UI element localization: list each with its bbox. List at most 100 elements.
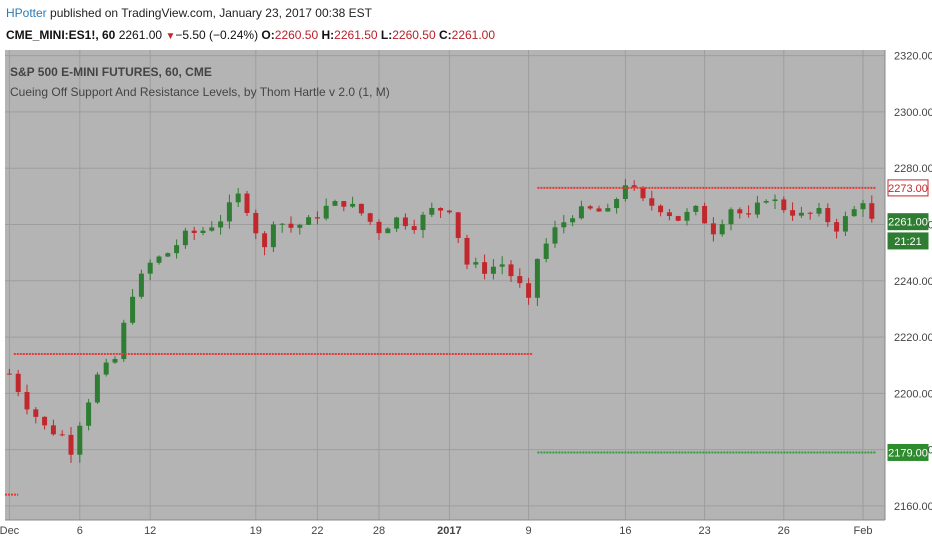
candle-body bbox=[869, 203, 875, 219]
level-lines bbox=[5, 186, 877, 496]
candle-body bbox=[570, 218, 576, 223]
candle-body bbox=[622, 185, 628, 200]
candle-body bbox=[587, 206, 593, 209]
candle-body bbox=[182, 230, 188, 246]
y-tick-label: 2280.00 bbox=[894, 163, 932, 175]
candle-body bbox=[719, 224, 725, 235]
candle-body bbox=[218, 221, 224, 228]
candle-body bbox=[781, 199, 787, 211]
x-tick-label: 12 bbox=[144, 525, 156, 537]
candle-body bbox=[596, 208, 602, 212]
candle-body bbox=[244, 193, 250, 213]
candle-body bbox=[499, 264, 505, 267]
close-value: 2261.00 bbox=[451, 28, 496, 42]
candle-body bbox=[543, 243, 549, 259]
time-axis[interactable]: Dec 6 12 19 22 28 2017 9 16 23 26 Feb bbox=[0, 519, 885, 537]
candle-body bbox=[411, 226, 417, 231]
candle-body bbox=[270, 224, 276, 248]
candle-body bbox=[473, 262, 479, 265]
author-link[interactable]: HPotter bbox=[6, 6, 47, 20]
high-label: H: bbox=[321, 28, 335, 42]
candle-body bbox=[728, 209, 734, 225]
candle-body bbox=[323, 205, 329, 219]
candle-body bbox=[851, 209, 857, 217]
x-tick-label: 22 bbox=[311, 525, 323, 537]
candle-body bbox=[42, 416, 48, 426]
candle-body bbox=[288, 223, 294, 228]
candle-body bbox=[614, 199, 620, 209]
candle-body bbox=[438, 207, 444, 211]
candle-body bbox=[235, 193, 241, 203]
indicator-title: Cueing Off Support And Resistance Levels… bbox=[10, 85, 390, 99]
open-label: O: bbox=[261, 28, 275, 42]
candle-body bbox=[59, 434, 65, 436]
candle-body bbox=[420, 214, 426, 231]
x-tick-label: 6 bbox=[77, 525, 83, 537]
candle-body bbox=[825, 208, 831, 223]
candle-body bbox=[103, 362, 109, 375]
plot-area[interactable] bbox=[5, 50, 885, 520]
candle-body bbox=[710, 223, 716, 235]
open-value: 2260.50 bbox=[274, 28, 319, 42]
candle-body bbox=[526, 283, 532, 298]
x-tick-label: 9 bbox=[526, 525, 532, 537]
candle-body bbox=[798, 212, 804, 216]
price-label-text: 21:21 bbox=[894, 236, 922, 248]
grid-lines bbox=[5, 50, 885, 520]
candle-body bbox=[631, 185, 637, 188]
y-tick-label: 2200.00 bbox=[894, 388, 932, 400]
price-label-support: 2179.00 bbox=[887, 443, 929, 461]
candle-body bbox=[341, 201, 347, 207]
candle-body bbox=[807, 212, 813, 214]
publish-line: HPotter published on TradingView.com, Ja… bbox=[6, 6, 372, 20]
candle-body bbox=[402, 217, 408, 227]
x-tick-label: 28 bbox=[373, 525, 385, 537]
candle-body bbox=[112, 359, 118, 363]
x-tick-label: Dec bbox=[0, 525, 20, 537]
candle-body bbox=[394, 217, 400, 229]
candle-body bbox=[446, 210, 452, 213]
candle-body bbox=[517, 276, 523, 284]
candle-body bbox=[24, 392, 30, 410]
candle-body bbox=[684, 211, 690, 221]
x-tick-label: 26 bbox=[778, 525, 790, 537]
candle-body bbox=[754, 202, 760, 215]
candle-body bbox=[15, 373, 21, 393]
candle-body bbox=[561, 222, 567, 228]
ohlc-bar: CME_MINI:ES1!, 60 2261.00 ▼−5.50 (−0.24%… bbox=[6, 28, 495, 42]
candle-body bbox=[297, 224, 303, 228]
candle-body bbox=[702, 205, 708, 224]
price-label-text: 2179.00 bbox=[888, 447, 928, 459]
candle-body bbox=[279, 223, 285, 225]
chart-header: HPotter published on TradingView.com, Ja… bbox=[0, 0, 932, 48]
chart-title: S&P 500 E-MINI FUTURES, 60, CME bbox=[10, 65, 212, 79]
symbol-label[interactable]: CME_MINI:ES1!, 60 bbox=[6, 28, 116, 42]
candle-body bbox=[605, 208, 611, 212]
candle-body bbox=[165, 253, 171, 257]
candle-body bbox=[429, 207, 435, 215]
y-tick-label: 2160.00 bbox=[894, 501, 932, 513]
price-label-last: 21:21 bbox=[887, 232, 929, 250]
candle-body bbox=[50, 425, 56, 435]
x-tick-label: 2017 bbox=[437, 525, 461, 537]
candle-body bbox=[200, 230, 206, 233]
x-tick-label: 23 bbox=[698, 525, 710, 537]
candle-body bbox=[763, 201, 769, 203]
candle-body bbox=[332, 201, 338, 206]
x-tick-label: Feb bbox=[854, 525, 873, 537]
candle-body bbox=[737, 209, 743, 214]
candle-body bbox=[790, 210, 796, 216]
price-chart[interactable]: 2160.002180.002200.002220.002240.002260.… bbox=[0, 48, 932, 550]
candle-body bbox=[174, 245, 180, 254]
high-value: 2261.50 bbox=[334, 28, 378, 42]
candle-body bbox=[860, 203, 866, 210]
candle-body bbox=[156, 256, 162, 263]
price-label-text: 2261.00 bbox=[888, 217, 928, 229]
candle-body bbox=[693, 205, 699, 212]
candle-body bbox=[482, 262, 488, 274]
candle-body bbox=[138, 273, 144, 297]
candle-body bbox=[376, 221, 382, 234]
candle-body bbox=[33, 409, 39, 417]
candle-body bbox=[649, 198, 655, 206]
candle-body bbox=[464, 237, 470, 265]
